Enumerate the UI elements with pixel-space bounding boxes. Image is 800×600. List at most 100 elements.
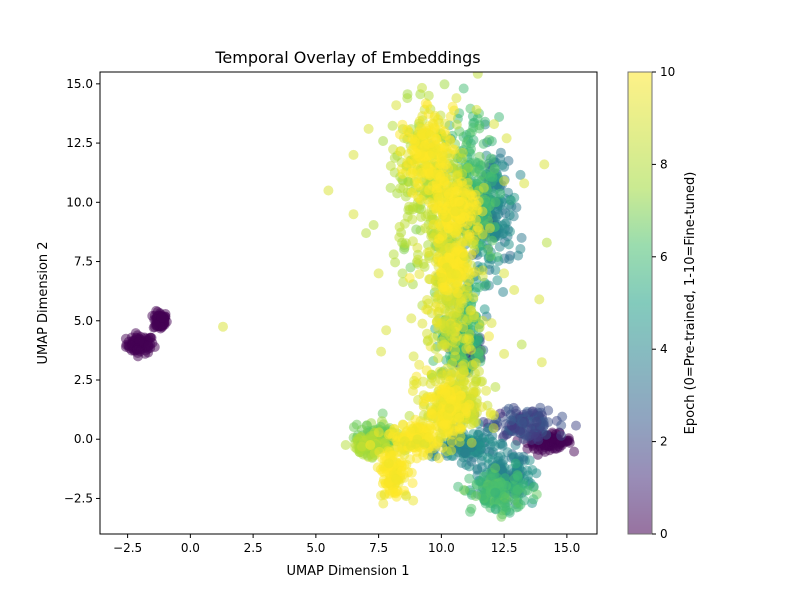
x-tick-label: 12.5 bbox=[491, 541, 518, 555]
plot-frame bbox=[99, 71, 598, 535]
y-tick-label: 15.0 bbox=[66, 77, 93, 91]
data-point bbox=[447, 101, 458, 112]
data-point bbox=[490, 197, 501, 208]
data-point bbox=[470, 491, 481, 502]
data-point bbox=[412, 434, 423, 445]
data-point bbox=[407, 478, 418, 489]
data-point bbox=[486, 176, 497, 187]
data-point bbox=[478, 182, 489, 193]
data-point bbox=[466, 305, 477, 316]
data-point bbox=[435, 432, 446, 443]
data-point bbox=[483, 452, 493, 463]
data-point bbox=[454, 303, 465, 314]
data-point bbox=[461, 343, 472, 354]
data-point bbox=[488, 188, 499, 199]
data-point bbox=[416, 204, 427, 215]
data-point bbox=[564, 435, 575, 446]
data-point bbox=[423, 108, 434, 119]
data-point bbox=[498, 287, 509, 297]
data-point bbox=[489, 164, 500, 175]
data-point bbox=[468, 418, 479, 429]
data-point bbox=[150, 319, 161, 330]
data-point bbox=[511, 485, 522, 496]
data-point bbox=[477, 265, 488, 276]
data-point bbox=[427, 148, 438, 159]
data-point bbox=[518, 478, 529, 489]
data-point bbox=[477, 315, 488, 326]
data-point bbox=[441, 419, 452, 430]
outlier-point bbox=[509, 285, 520, 295]
x-tick-label: 2.5 bbox=[244, 541, 263, 555]
data-point bbox=[460, 402, 471, 413]
outlier-point bbox=[381, 325, 392, 336]
colorbar-tick-label: 4 bbox=[660, 342, 668, 356]
data-point bbox=[449, 258, 459, 269]
data-point bbox=[413, 180, 424, 191]
data-point bbox=[444, 403, 455, 414]
data-point bbox=[493, 209, 504, 220]
data-point bbox=[379, 451, 390, 462]
data-point bbox=[463, 211, 474, 222]
data-point bbox=[398, 420, 409, 430]
data-point bbox=[411, 224, 422, 235]
data-point bbox=[485, 223, 495, 234]
data-point bbox=[377, 408, 388, 419]
data-point bbox=[424, 185, 434, 196]
data-point bbox=[368, 220, 379, 230]
data-point bbox=[475, 441, 486, 452]
data-point bbox=[556, 420, 567, 431]
outlier-point bbox=[388, 249, 399, 260]
data-point bbox=[470, 189, 481, 200]
data-point bbox=[454, 196, 465, 207]
outlier-point bbox=[373, 268, 384, 279]
data-point bbox=[418, 447, 429, 458]
data-point bbox=[414, 269, 425, 280]
data-point bbox=[433, 453, 444, 464]
data-point bbox=[404, 273, 415, 283]
data-point bbox=[406, 467, 417, 478]
data-point bbox=[446, 436, 457, 447]
data-point bbox=[407, 167, 418, 178]
data-point bbox=[467, 359, 478, 370]
data-point bbox=[490, 463, 501, 474]
scatter-points bbox=[120, 72, 581, 522]
data-point bbox=[407, 188, 418, 198]
data-point bbox=[489, 410, 499, 421]
data-point bbox=[416, 167, 427, 178]
data-point bbox=[417, 318, 428, 329]
data-point bbox=[437, 273, 447, 283]
data-point bbox=[488, 423, 499, 434]
outlier-point bbox=[541, 237, 552, 248]
data-point bbox=[468, 135, 479, 145]
data-point bbox=[412, 254, 423, 265]
data-point bbox=[531, 416, 542, 427]
data-point bbox=[376, 490, 386, 501]
data-point bbox=[543, 417, 554, 428]
data-point bbox=[356, 441, 367, 452]
data-point bbox=[451, 311, 462, 322]
data-point bbox=[485, 153, 496, 164]
data-point bbox=[396, 466, 407, 477]
data-point bbox=[463, 202, 474, 213]
data-point bbox=[490, 487, 501, 498]
data-point bbox=[458, 365, 469, 375]
data-point bbox=[451, 119, 462, 130]
data-point bbox=[392, 431, 403, 442]
x-axis: −2.5 0.0 2.5 5.0 7.5 10.0 12.5 15.0 bbox=[113, 534, 580, 555]
data-point bbox=[569, 446, 580, 457]
data-point bbox=[404, 201, 415, 212]
data-point bbox=[499, 488, 510, 499]
data-point bbox=[556, 437, 567, 448]
data-point bbox=[474, 366, 484, 377]
outlier-point bbox=[516, 339, 527, 350]
data-point bbox=[387, 120, 398, 131]
data-point bbox=[492, 275, 503, 286]
data-point bbox=[499, 430, 509, 441]
data-point bbox=[477, 206, 488, 217]
data-point bbox=[571, 420, 581, 431]
data-point bbox=[514, 425, 525, 436]
data-point bbox=[459, 376, 470, 387]
data-point bbox=[457, 248, 468, 258]
data-point bbox=[402, 93, 413, 104]
data-point bbox=[479, 304, 490, 315]
